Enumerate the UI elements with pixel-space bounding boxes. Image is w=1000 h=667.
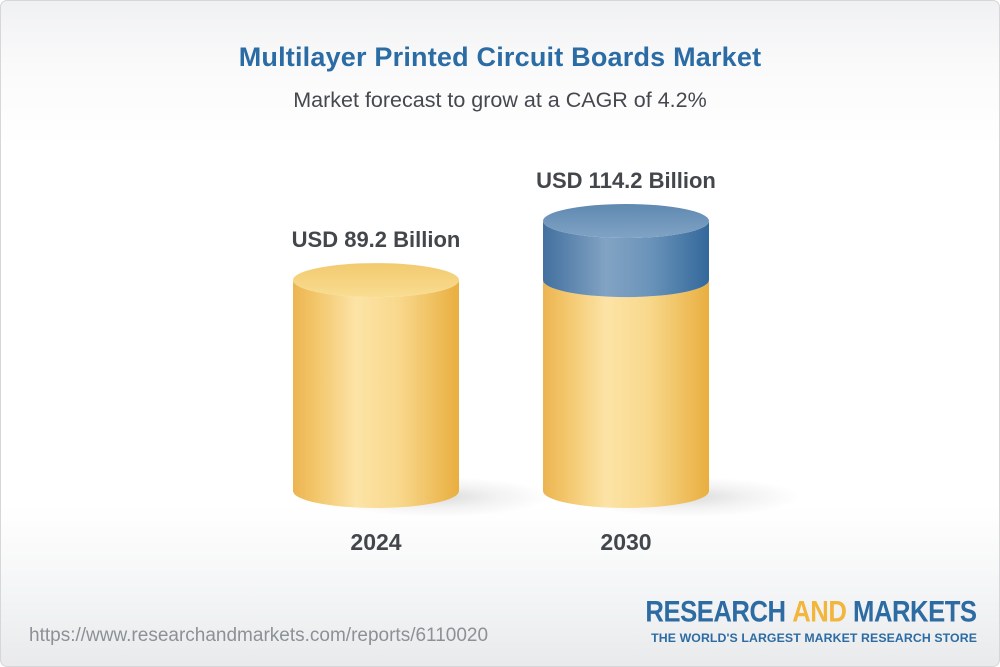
value-label-2024: USD 89.2 Billion bbox=[291, 227, 461, 252]
value-label-2030: USD 114.2 Billion bbox=[536, 168, 716, 193]
logo-word-and: AND bbox=[792, 595, 848, 629]
axis-label-2030: 2030 bbox=[600, 529, 652, 555]
chart-subtitle: Market forecast to grow at a CAGR of 4.2… bbox=[293, 88, 707, 112]
logo-wordmark: RESEARCH AND MARKETS bbox=[645, 595, 978, 629]
chart-title: Multilayer Printed Circuit Boards Market bbox=[238, 42, 762, 72]
logo-tagline: THE WORLD'S LARGEST MARKET RESEARCH STOR… bbox=[651, 631, 977, 645]
logo-word-markets: MARKETS bbox=[853, 595, 978, 629]
cylinder-2024-top bbox=[293, 263, 459, 298]
cylinder-2030-base-segment bbox=[543, 280, 709, 508]
cylinder-2030-top bbox=[543, 204, 709, 238]
research-and-markets-logo: RESEARCH AND MARKETS THE WORLD'S LARGEST… bbox=[628, 595, 978, 645]
cylinder-2030-growth-segment bbox=[543, 221, 709, 298]
axis-label-2024: 2024 bbox=[350, 529, 402, 555]
cylinders-group bbox=[293, 204, 800, 517]
report-url: https://www.researchandmarkets.com/repor… bbox=[29, 625, 489, 646]
logo-word-research: RESEARCH bbox=[645, 595, 787, 629]
cylinder-2024-base-segment bbox=[293, 280, 459, 508]
